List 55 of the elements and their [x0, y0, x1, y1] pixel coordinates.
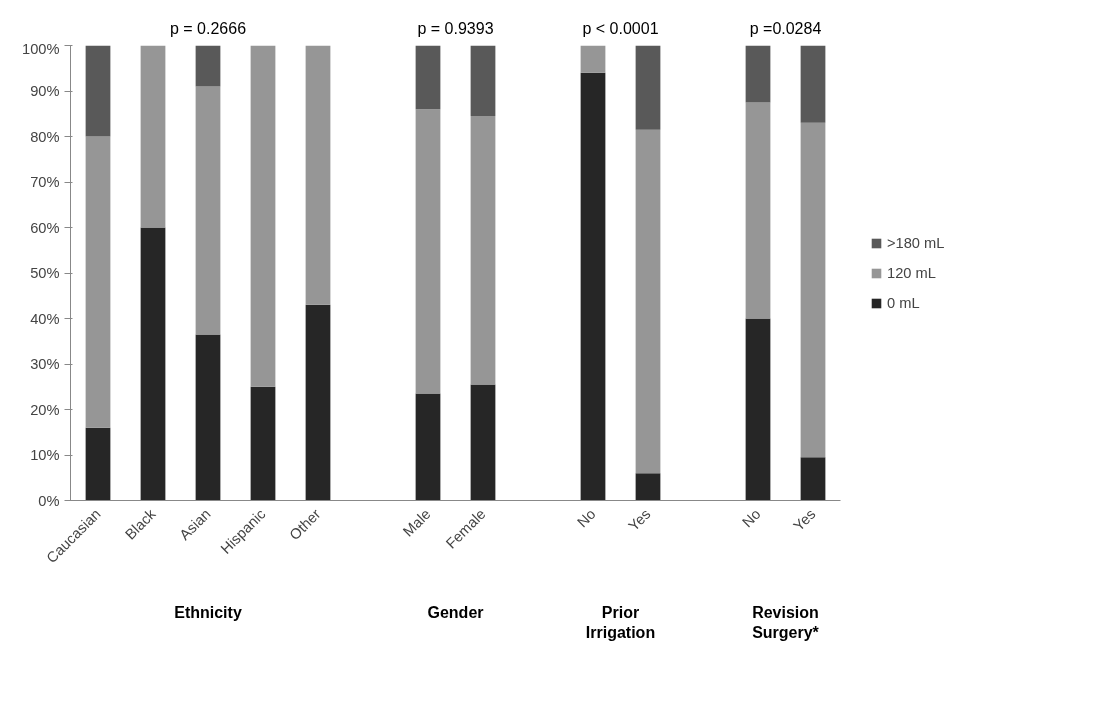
text: Ethnicity: [174, 604, 242, 621]
bar: [305, 45, 331, 305]
bar: [85, 136, 111, 428]
y-tick-label: 30%: [30, 356, 60, 372]
bar: [85, 45, 111, 137]
text: p < 0.0001: [582, 20, 659, 37]
text: p = 0.9393: [417, 20, 494, 37]
bar: [635, 45, 661, 130]
y-tick-label: 70%: [30, 174, 60, 190]
bar: [415, 393, 441, 501]
legend-label: >180 mL: [887, 234, 945, 251]
x-tick-label: No: [739, 505, 764, 531]
bar: [250, 386, 276, 501]
text: Revision Surgery*: [752, 604, 820, 642]
bar: [745, 102, 771, 319]
legend-label: 0 mL: [887, 294, 920, 311]
bar: [635, 129, 661, 474]
bar: [470, 116, 496, 385]
bar: [745, 45, 771, 103]
bar: [195, 45, 221, 87]
y-tick-label: 60%: [30, 219, 60, 236]
text: p =0.0284: [749, 20, 822, 37]
y-tick-label: 50%: [30, 265, 60, 281]
bar: [470, 384, 496, 501]
bar: [140, 45, 166, 228]
y-tick-label: 40%: [30, 310, 60, 327]
bar: [415, 109, 441, 394]
bar: [745, 318, 771, 501]
bar: [580, 72, 606, 501]
bar: [305, 304, 331, 501]
text: p = 0.2666: [169, 20, 247, 37]
bar: [470, 45, 496, 117]
text: Prior Irrigation: [585, 604, 656, 642]
y-tick-label: 90%: [30, 83, 60, 99]
text: Gender: [427, 604, 484, 621]
bar: [635, 473, 661, 501]
bar: [140, 227, 166, 501]
x-tick-label: Yes: [625, 505, 654, 535]
bar: [195, 86, 221, 335]
legend-label: 120 mL: [887, 264, 936, 281]
x-tick-label: Yes: [790, 505, 819, 535]
y-tick-label: 0%: [38, 492, 60, 509]
y-tick-label: 10%: [30, 447, 60, 463]
bar: [580, 45, 606, 73]
bar: [800, 122, 826, 458]
y-tick-label: 80%: [30, 128, 60, 145]
y-tick-label: 100%: [22, 40, 60, 57]
bar: [800, 45, 826, 123]
bar: [250, 45, 276, 387]
bar: [85, 427, 111, 501]
bar: [415, 45, 441, 110]
y-tick-label: 20%: [30, 401, 60, 418]
bar: [195, 334, 221, 501]
bar: [800, 457, 826, 501]
x-tick-label: No: [574, 505, 599, 531]
